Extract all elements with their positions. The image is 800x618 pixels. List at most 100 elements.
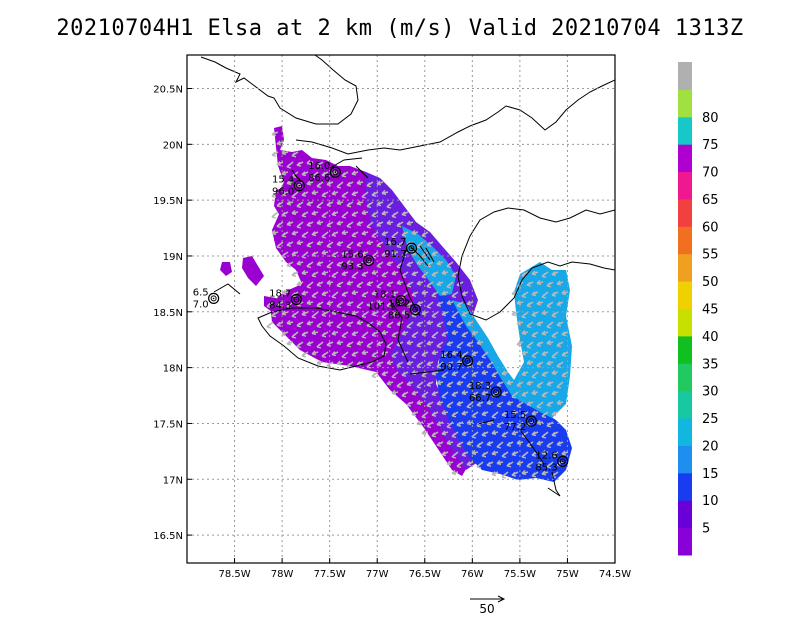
colorbar-swatch: [678, 390, 692, 419]
lat-tick-label: 18N: [163, 364, 183, 375]
observation-top-value: 6.5: [193, 287, 209, 298]
grid-lines: [187, 55, 616, 563]
observation-top-value: 15.5: [504, 410, 526, 421]
lon-tick-label: 76W: [461, 569, 484, 580]
colorbar-label: 45: [702, 303, 719, 318]
observation-marker: 15.693.3: [341, 249, 375, 272]
colorbar-swatch: [678, 116, 692, 145]
colorbar-label: 60: [702, 220, 719, 235]
lat-tick-label: 19.5N: [153, 196, 183, 207]
observation-marker: 18.286.5: [388, 299, 421, 322]
observation-top-value: 16.4: [440, 350, 462, 361]
lat-tick-label: 17N: [163, 475, 183, 486]
colorbar-swatch: [678, 527, 692, 556]
observation-top-value: 18.7: [269, 289, 291, 300]
colorbar-swatch: [678, 445, 692, 474]
colorbar-swatch: [678, 500, 692, 529]
observation-top-value: 16.0: [308, 161, 330, 172]
observation-marker: 6.57.0: [193, 287, 220, 310]
observation-bottom-value: 91.7: [384, 249, 406, 260]
lat-tick-label: 20N: [163, 140, 183, 151]
observation-top-value: 12.6: [535, 450, 557, 461]
observation-bottom-value: 84.3: [269, 301, 291, 312]
lon-tick-label: 77.5W: [314, 569, 346, 580]
lon-tick-label: 74.5W: [599, 569, 631, 580]
colorbar-swatch: [678, 144, 692, 173]
lat-tick-label: 18.5N: [153, 308, 183, 319]
observation-marker: 12.685.3: [535, 450, 569, 473]
colorbar-swatch: [678, 363, 692, 392]
observation-marker: 16.490.7: [440, 350, 474, 373]
observation-bottom-value: 85.3: [535, 462, 557, 473]
observation-bottom-value: 101.1: [367, 302, 396, 313]
coastline: [200, 55, 615, 371]
plot-frame: [186, 54, 616, 564]
colorbar-label: 40: [702, 330, 719, 345]
lon-tick-label: 78.5W: [218, 569, 250, 580]
flight-level-barbs: [213, 157, 561, 497]
colorbar-swatch: [678, 335, 692, 364]
reference-vector: 50: [470, 595, 506, 616]
lon-tick-label: 75.5W: [504, 569, 536, 580]
observation-bottom-value: 93.3: [341, 261, 363, 272]
colorbar: 5 10 15 20 25 30 35 40 45 50 55 60 65 70 75 80: [678, 62, 719, 556]
longitude-axis: 78.5W 78W 77.5W 77W 76.5W 76W 75.5W 75W 74.5W: [218, 558, 631, 580]
lon-tick-label: 76.5W: [409, 569, 441, 580]
observation-bottom-value: 77.2: [504, 422, 526, 433]
colorbar-label: 5: [702, 522, 710, 537]
lon-tick-label: 78W: [271, 569, 294, 580]
latitude-axis: 16.5N 17N 17.5N 18N 18.5N 19N 19.5N 20N 20.5N: [153, 84, 192, 542]
observation-top-value: 15.4: [272, 175, 294, 186]
colorbar-swatch: [678, 472, 692, 501]
wind-speed-swath: [220, 126, 572, 482]
colorbar-label: 10: [702, 494, 719, 509]
lat-tick-label: 20.5N: [153, 84, 183, 95]
reference-vector-label: 50: [479, 602, 494, 616]
colorbar-label: 80: [702, 111, 719, 126]
colorbar-label: 35: [702, 357, 719, 372]
observation-bottom-value: 86.5: [388, 311, 410, 322]
colorbar-label: 50: [702, 275, 719, 290]
observation-top-value: 18.3: [469, 381, 491, 392]
lat-tick-label: 16.5N: [153, 531, 183, 542]
lon-tick-label: 77W: [366, 569, 389, 580]
colorbar-swatch: [678, 308, 692, 337]
colorbar-swatch: [678, 418, 692, 446]
wind-vector-field: [266, 131, 569, 479]
observation-marker: 18.784.3: [269, 289, 302, 312]
colorbar-swatch: [678, 198, 692, 227]
observation-bottom-value: 66.7: [469, 393, 491, 404]
observation-marker: 16.086.6: [308, 161, 341, 184]
observation-bottom-value: 7.0: [193, 299, 209, 310]
colorbar-swatch: [678, 281, 692, 309]
observation-top-value: 15.6: [341, 249, 363, 260]
observation-bottom-value: 86.6: [308, 173, 330, 184]
observation-marker: 15.496.0: [272, 175, 305, 198]
colorbar-label: 55: [702, 248, 719, 263]
colorbar-swatch: [678, 171, 692, 200]
colorbar-swatch: [678, 253, 692, 282]
observation-top-value: 16.7: [384, 237, 406, 248]
colorbar-label: 75: [702, 138, 719, 153]
lat-tick-label: 17.5N: [153, 419, 183, 430]
observation-markers: 15.496.016.086.615.693.316.791.76.57.018…: [193, 161, 569, 473]
colorbar-label: 30: [702, 385, 719, 400]
map-title: 20210704H1 Elsa at 2 km (m/s) Valid 2021…: [56, 16, 744, 41]
observation-top-value: 18.2: [388, 299, 410, 310]
colorbar-label: 25: [702, 412, 719, 427]
colorbar-swatch: [678, 226, 692, 255]
colorbar-swatch: [678, 62, 692, 90]
lon-tick-label: 75W: [556, 569, 579, 580]
colorbar-label: 65: [702, 193, 719, 208]
colorbar-label: 20: [702, 439, 719, 454]
observation-bottom-value: 96.0: [272, 187, 294, 198]
colorbar-label: 70: [702, 166, 719, 181]
colorbar-label: 15: [702, 467, 719, 482]
observation-marker: 18.366.7: [469, 381, 502, 404]
observation-top-value: 18.1: [374, 290, 396, 301]
observation-bottom-value: 90.7: [440, 362, 462, 373]
lat-tick-label: 19N: [163, 252, 183, 263]
observation-marker: 16.791.7: [384, 237, 418, 260]
